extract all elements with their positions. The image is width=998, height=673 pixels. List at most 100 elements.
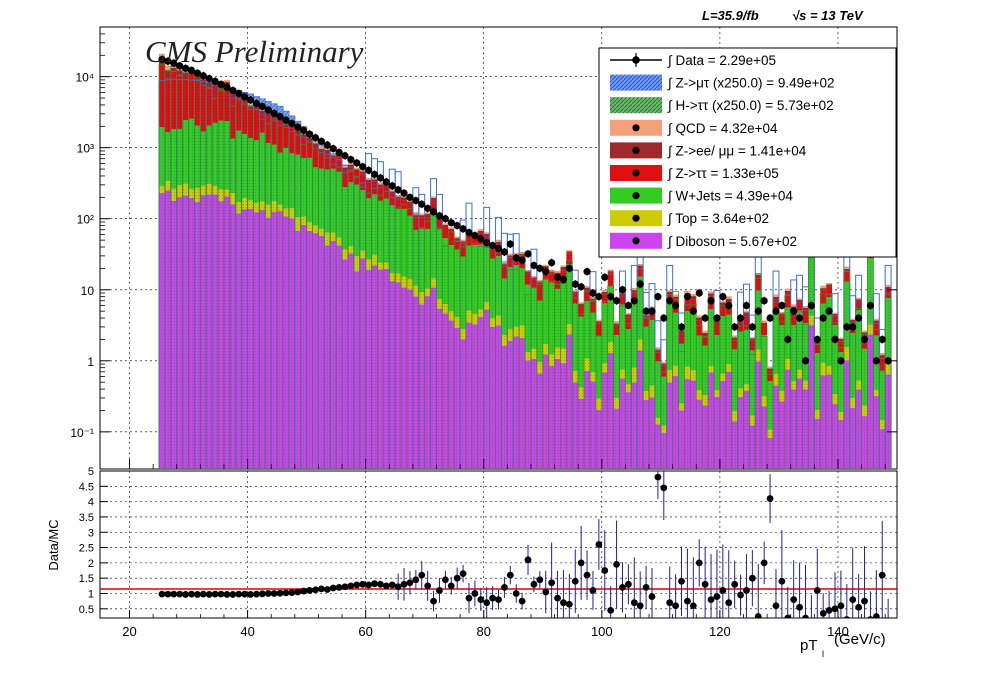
- stack-shade-ztt: [389, 194, 396, 206]
- data-point: [512, 254, 520, 262]
- ratio-point: [235, 590, 243, 598]
- stack-shade-diboson: [708, 372, 714, 469]
- data-point: [406, 193, 414, 201]
- stack-shade-diboson: [454, 327, 461, 469]
- data-point: [246, 96, 255, 104]
- data-point: [353, 159, 361, 167]
- stack-shade-top: [755, 349, 762, 362]
- stack-shade-diboson: [253, 212, 260, 469]
- data-point: [878, 335, 886, 344]
- stack-shade-zll: [454, 238, 461, 242]
- stack-shade-diboson: [560, 363, 567, 469]
- data-point: [595, 293, 603, 301]
- stack-shade-diboson: [684, 379, 691, 469]
- stack-shade-diboson: [625, 392, 632, 469]
- stack-shade-zll: [855, 299, 862, 302]
- ratio-point: [164, 590, 172, 598]
- ratio-point: [182, 591, 190, 598]
- stack-shade-diboson: [501, 345, 508, 469]
- stack-shade-zll: [412, 214, 419, 218]
- data-point: [624, 301, 632, 310]
- ratio-point: [418, 571, 426, 579]
- ratio-point: [819, 610, 827, 617]
- ratio-point: [565, 600, 573, 608]
- stack-shade-zll: [832, 314, 838, 316]
- stack-shade-diboson: [283, 216, 289, 469]
- ratio-point: [672, 602, 680, 610]
- ratio-point: [886, 617, 890, 618]
- stack-shade-top: [489, 318, 496, 327]
- stack-shade-qcd: [519, 252, 526, 254]
- stack-shade-ztt: [566, 253, 573, 265]
- stack-shade-ztt: [489, 249, 496, 259]
- stack-shade-top: [654, 417, 661, 425]
- stack-shade-ztt: [719, 305, 726, 317]
- stack-shade-qcd: [353, 167, 360, 170]
- stack-shade-top: [637, 339, 644, 351]
- stack-shade-qcd: [696, 315, 703, 318]
- ratio-point: [241, 590, 249, 598]
- stack-shade-qcd: [442, 223, 449, 225]
- ratio-point: [371, 580, 378, 588]
- ratio-point: [719, 587, 727, 594]
- stack-shade-diboson: [513, 336, 520, 469]
- stack-shade-ztt: [690, 299, 697, 312]
- stack-shade-wjets: [159, 126, 165, 186]
- stack-shade-zll: [406, 201, 413, 205]
- stack-shade-top: [731, 411, 738, 422]
- stack-shade-diboson: [536, 373, 543, 469]
- stack-shade-diboson: [743, 390, 750, 469]
- x-tick-label: 100: [591, 624, 613, 639]
- stack-shade-wjets: [336, 171, 343, 238]
- stack-shade-zll: [607, 271, 614, 274]
- stack-shade-qcd: [660, 361, 667, 364]
- data-point: [742, 301, 751, 310]
- stack-shade-diboson: [383, 268, 390, 469]
- ratio-point: [796, 603, 803, 611]
- stack-shade-qcd: [460, 239, 467, 242]
- stack-shade-diboson: [584, 370, 591, 469]
- stack-shade-diboson: [808, 325, 815, 469]
- stack-shade-wjets: [784, 307, 791, 360]
- stack-shade-top: [471, 313, 478, 325]
- data-point: [370, 170, 379, 179]
- ratio-point: [861, 597, 868, 605]
- stack-shade-wjets: [235, 130, 242, 203]
- ratio-point: [601, 567, 609, 574]
- stack-shade-qcd: [690, 294, 697, 297]
- ratio-tick-label: 4.5: [79, 481, 94, 493]
- ratio-point: [276, 589, 284, 597]
- stack-shade-wjets: [495, 256, 502, 316]
- ratio-tick-label: 5: [88, 466, 94, 478]
- x-tick-label: 120: [709, 624, 731, 639]
- data-point: [176, 62, 184, 70]
- stack-shade-diboson: [773, 385, 779, 469]
- stack-shade-ztt: [885, 289, 892, 299]
- data-point: [583, 268, 591, 276]
- stack-shade-top: [796, 369, 803, 379]
- stack-shade-wjets: [471, 245, 478, 314]
- stack-shade-ztt: [826, 286, 833, 298]
- stack-shade-ztt: [418, 217, 425, 229]
- ratio-point: [713, 593, 721, 600]
- stack-shade-ztt: [536, 284, 543, 301]
- stack-shade-zll: [401, 197, 407, 201]
- ratio-point: [684, 597, 691, 605]
- stack-shade-zll: [418, 215, 425, 218]
- x-tick-label: 140: [827, 624, 849, 639]
- stack-shade-ztt: [342, 171, 348, 188]
- stack-shade-top: [578, 387, 585, 399]
- stack-shade-qcd: [454, 236, 461, 239]
- stack-shade-top: [283, 208, 289, 217]
- stack-shade-qcd: [666, 290, 673, 292]
- stack-shade-top: [773, 374, 779, 386]
- stack-shade-top: [767, 429, 774, 439]
- stack-shade-diboson: [525, 360, 531, 469]
- ratio-point: [323, 586, 331, 593]
- ratio-point: [548, 579, 556, 587]
- legend-marker-top: [632, 214, 640, 222]
- stack-shade-top: [855, 380, 862, 390]
- stack-shade-ztt: [288, 128, 295, 154]
- stack-shade-qcd: [802, 306, 809, 308]
